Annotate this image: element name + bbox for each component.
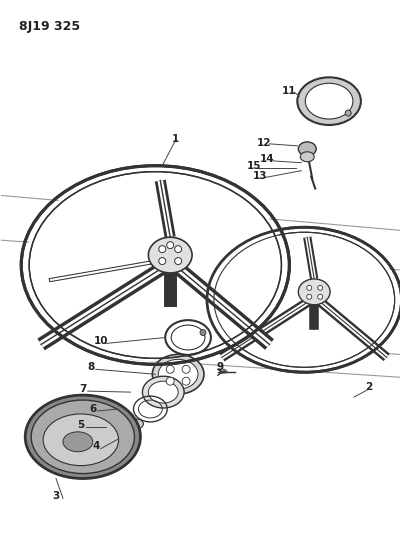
Text: 15: 15 [246,161,261,171]
Ellipse shape [63,432,93,451]
Circle shape [126,433,132,439]
Circle shape [307,285,312,290]
Ellipse shape [142,376,184,408]
Text: 6: 6 [89,404,96,414]
Circle shape [318,285,323,290]
Circle shape [182,377,190,385]
Circle shape [200,329,206,335]
Text: 8: 8 [87,362,94,372]
Ellipse shape [300,152,314,161]
Circle shape [175,257,182,264]
Text: 8J19 325: 8J19 325 [19,20,80,33]
Text: 12: 12 [257,138,272,148]
Text: 10: 10 [93,336,108,346]
Text: 11: 11 [282,86,297,96]
Circle shape [182,365,190,373]
Circle shape [318,294,323,299]
Ellipse shape [25,168,286,361]
Ellipse shape [298,142,316,156]
Circle shape [175,246,182,253]
Circle shape [159,257,166,264]
Circle shape [345,110,351,116]
Text: 13: 13 [252,171,267,181]
Text: 5: 5 [77,420,85,430]
Text: 9: 9 [216,362,223,372]
Ellipse shape [124,432,134,440]
Circle shape [307,294,312,299]
Text: 7: 7 [79,384,87,394]
Ellipse shape [305,83,353,119]
Ellipse shape [298,279,330,305]
Ellipse shape [210,229,399,370]
Ellipse shape [297,77,361,125]
Ellipse shape [152,354,204,394]
Ellipse shape [158,359,198,389]
Ellipse shape [130,419,144,429]
Ellipse shape [43,414,119,466]
Text: 14: 14 [260,154,275,164]
Circle shape [166,377,174,385]
Text: 3: 3 [53,491,60,502]
Ellipse shape [148,381,178,403]
Ellipse shape [25,395,140,479]
Ellipse shape [31,400,134,473]
Text: 2: 2 [365,382,373,392]
Ellipse shape [148,237,192,273]
Circle shape [167,241,174,248]
Circle shape [166,365,174,373]
Text: 1: 1 [172,134,179,144]
Text: 4: 4 [92,441,99,451]
Circle shape [159,246,166,253]
